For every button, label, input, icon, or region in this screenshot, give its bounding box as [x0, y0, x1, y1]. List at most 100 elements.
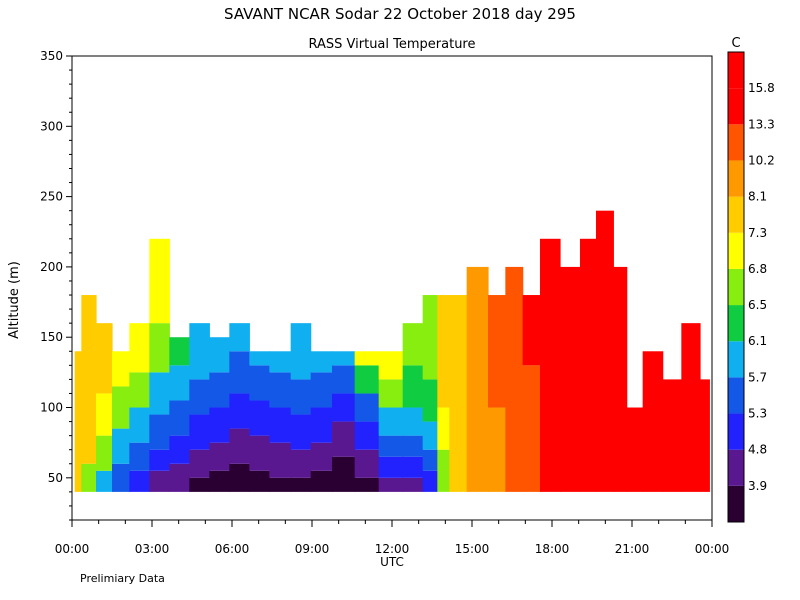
- colorbar-label: 15.8: [748, 81, 775, 95]
- temperature-cell: [422, 379, 438, 422]
- y-axis-label: Altitude (m): [7, 261, 22, 339]
- colorbar-segment: [728, 160, 744, 197]
- temperature-cell: [560, 266, 581, 492]
- temperature-cell: [422, 421, 438, 450]
- temperature-cell: [378, 456, 404, 478]
- temperature-cell: [402, 477, 424, 492]
- temperature-cell: [209, 407, 230, 443]
- colorbar-segment: [728, 341, 744, 378]
- colorbar-label: 6.8: [748, 262, 767, 276]
- temperature-cell: [189, 449, 210, 478]
- temperature-cell: [149, 414, 170, 450]
- temperature-cell: [378, 477, 404, 492]
- temperature-cell: [332, 351, 356, 366]
- temperature-cell: [422, 470, 438, 492]
- colorbar-segment: [728, 52, 744, 89]
- y-tick-label: 100: [40, 401, 63, 415]
- temperature-cell: [290, 477, 312, 492]
- temperature-cell: [449, 295, 468, 492]
- temperature-cell: [378, 435, 404, 457]
- temperature-cell: [149, 470, 170, 492]
- temperature-cell: [269, 442, 292, 478]
- colorbar-label: 10.2: [748, 153, 775, 167]
- colorbar-segment: [728, 268, 744, 306]
- temperature-cell: [332, 365, 356, 394]
- temperature-cell: [209, 470, 230, 492]
- temperature-cell: [522, 365, 541, 492]
- colorbar-frame: [727, 51, 745, 523]
- temperature-cell: [681, 323, 701, 492]
- temperature-cell: [249, 351, 270, 366]
- temperature-cell: [112, 463, 130, 492]
- temperature-cell: [437, 407, 450, 450]
- temperature-cell: [81, 463, 97, 492]
- temperature-cell: [354, 351, 380, 366]
- temperature-cell: [505, 266, 524, 492]
- colorbar-segment: [728, 449, 744, 486]
- colorbar-segment: [728, 124, 744, 161]
- temperature-cell: [332, 456, 356, 492]
- temperature-cell: [378, 379, 404, 408]
- colorbar-label: 7.3: [748, 226, 767, 240]
- x-tick-label: 00:00: [55, 542, 90, 556]
- temperature-cell: [149, 323, 170, 373]
- chart-subtitle: RASS Virtual Temperature: [309, 37, 476, 52]
- temperature-cell: [269, 351, 292, 373]
- temperature-cell: [169, 463, 190, 492]
- temperature-cell: [129, 323, 150, 373]
- x-tick-label: 06:00: [215, 542, 250, 556]
- temperature-cell: [354, 365, 380, 394]
- temperature-cell: [332, 393, 356, 422]
- temperature-cell: [269, 407, 292, 443]
- colorbar: 3.9 4.8 5.3 5.7 6.1 6.5 6.8 7.3 8.1 10.2 13.3 15.8: [727, 51, 775, 523]
- temperature-cell: [189, 414, 210, 450]
- temperature-cell: [249, 435, 270, 471]
- x-tick-label: 15:00: [455, 542, 490, 556]
- temperature-cell: [169, 365, 190, 401]
- temperature-cell: [249, 400, 270, 436]
- x-axis: 00:00 03:00 06:00 09:00 12:00 15:00 18:00 21:00…: [55, 520, 730, 556]
- y-tick-label: 50: [48, 471, 63, 485]
- temperature-cell: [96, 470, 113, 492]
- temperature-cell: [209, 442, 230, 471]
- temperature-cell: [310, 351, 333, 373]
- temperature-cell: [209, 372, 230, 408]
- colorbar-label: 5.3: [748, 407, 767, 421]
- temperature-cell: [540, 238, 561, 492]
- temperature-cell: [169, 337, 190, 366]
- x-axis-label: UTC: [380, 555, 404, 569]
- temperature-cell: [149, 372, 170, 415]
- temperature-cell: [437, 295, 450, 408]
- colorbar-segment: [728, 485, 744, 522]
- temperature-cell: [613, 266, 628, 492]
- temperature-cell: [402, 407, 424, 436]
- temperature-cell: [310, 407, 333, 443]
- temperature-cell: [129, 372, 150, 408]
- temperature-cell: [149, 449, 170, 471]
- temperature-cell: [229, 351, 250, 394]
- temperature-cell: [129, 470, 150, 492]
- temperature-cell: [112, 351, 130, 387]
- x-tick-label: 03:00: [135, 542, 170, 556]
- temperature-cell: [354, 477, 380, 492]
- y-tick-label: 350: [40, 49, 63, 63]
- temperature-cell: [290, 323, 312, 380]
- temperature-cell: [112, 428, 130, 464]
- temperature-cell: [378, 407, 404, 436]
- temperature-cell: [402, 435, 424, 457]
- x-tick-label: 00:00: [695, 542, 730, 556]
- temperature-cell: [354, 393, 380, 422]
- temperature-cell: [209, 337, 230, 373]
- temperature-cell: [149, 238, 170, 324]
- temperature-cell: [290, 379, 312, 415]
- temperature-cell: [229, 428, 250, 464]
- temperature-cell: [310, 442, 333, 471]
- temperature-cell: [189, 477, 210, 492]
- temperature-cell: [700, 379, 710, 492]
- temperature-cell: [169, 435, 190, 464]
- chart-title: SAVANT NCAR Sodar 22 October 2018 day 29…: [224, 5, 576, 23]
- colorbar-label: 3.9: [748, 479, 767, 493]
- temperature-cell: [488, 295, 506, 408]
- temperature-cell: [437, 449, 450, 492]
- x-tick-label: 12:00: [375, 542, 410, 556]
